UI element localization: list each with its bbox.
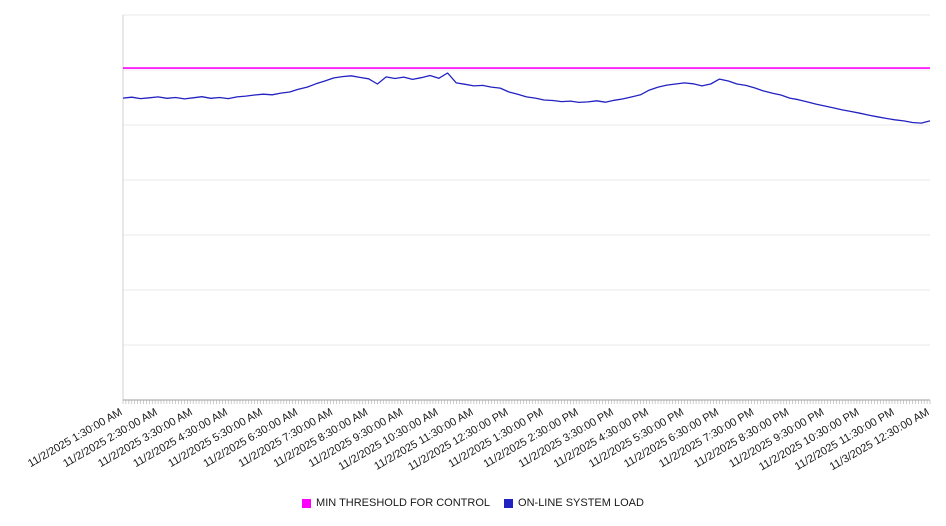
chart-legend: MIN THRESHOLD FOR CONTROL ON-LINE SYSTEM… — [0, 494, 946, 512]
legend-swatch-threshold-icon — [302, 498, 312, 508]
legend-label-load: ON-LINE SYSTEM LOAD — [518, 497, 644, 509]
legend-swatch-load-icon — [504, 498, 514, 508]
legend-label-threshold: MIN THRESHOLD FOR CONTROL — [316, 497, 491, 509]
system-load-line — [122, 72, 931, 124]
system-load-chart: 11/2/2025 1:30:00 AM 11/2/2025 2:30:00 AM… — [0, 14, 946, 512]
legend-item-system-load: ON-LINE SYSTEM LOAD — [504, 497, 644, 509]
legend-item-min-threshold: MIN THRESHOLD FOR CONTROL — [302, 497, 490, 509]
